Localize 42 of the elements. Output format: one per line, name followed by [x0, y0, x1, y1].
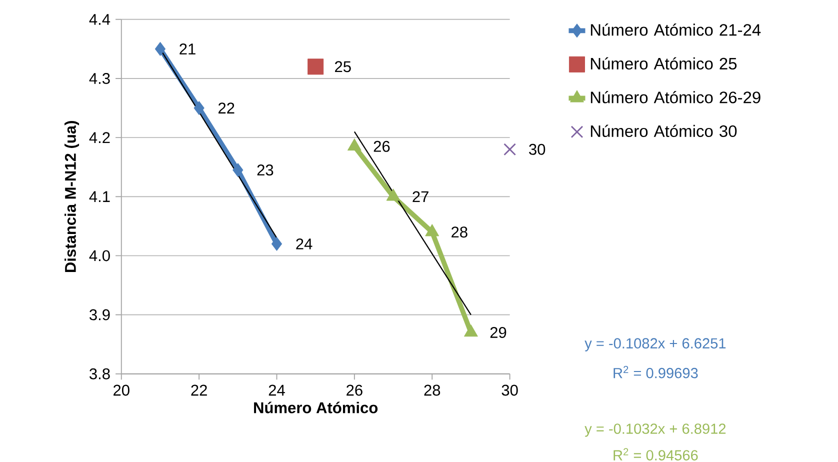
y-tick-label: 3.9	[90, 309, 110, 320]
y-tick-label: 3.8	[90, 368, 110, 380]
legend-label: Número Atómico 30	[590, 124, 737, 137]
point	[232, 162, 244, 177]
point	[271, 236, 282, 251]
x-tick-label: 24	[268, 384, 285, 396]
text: y = -0.1032x + 6.8912	[584, 424, 726, 437]
legend-label: Número Atómico 26-29	[590, 90, 760, 104]
legend-label: Número Atómico 21-24	[590, 23, 761, 36]
y-tick-label: 4.3	[89, 72, 110, 84]
x-tick-label: 28	[424, 384, 440, 396]
annotation: 23	[257, 164, 274, 176]
point	[308, 58, 324, 75]
y-tick-label: 4.0	[89, 250, 110, 262]
point	[425, 224, 440, 236]
point	[464, 324, 478, 337]
y-axis-title: Distancia M-N12 (ua)	[64, 120, 80, 272]
point	[154, 42, 166, 56]
annotation: 24	[296, 238, 312, 250]
annotation: 30	[529, 144, 546, 155]
x-tick-label: 26	[346, 384, 362, 396]
point	[386, 188, 400, 201]
x-tick-label: 30	[502, 384, 518, 396]
point	[504, 143, 516, 156]
annotation: 25	[335, 61, 351, 72]
y-tick-label: 4.2	[89, 132, 110, 143]
annotation: 27	[412, 191, 428, 202]
x-axis-title: Número Atómico	[254, 402, 378, 414]
annotation: 29	[490, 326, 506, 338]
annotation: 28	[452, 226, 468, 238]
text: R$^{2}$ = 0.99693	[614, 366, 698, 378]
annotation: 21	[180, 43, 196, 54]
y-tick-label: 4.1	[89, 191, 110, 202]
x-tick-label: 20	[114, 384, 130, 396]
x-tick-label: 22	[191, 384, 207, 396]
text: y = -0.1082x + 6.6251	[584, 338, 726, 352]
legend-label: Número Atómico 25	[590, 57, 737, 70]
annotation: 22	[218, 102, 234, 114]
point	[194, 100, 204, 115]
annotation: 26	[374, 140, 390, 152]
y-tick-label: 4.4	[89, 14, 110, 25]
text: R$^{2}$ = 0.94566	[614, 448, 698, 460]
